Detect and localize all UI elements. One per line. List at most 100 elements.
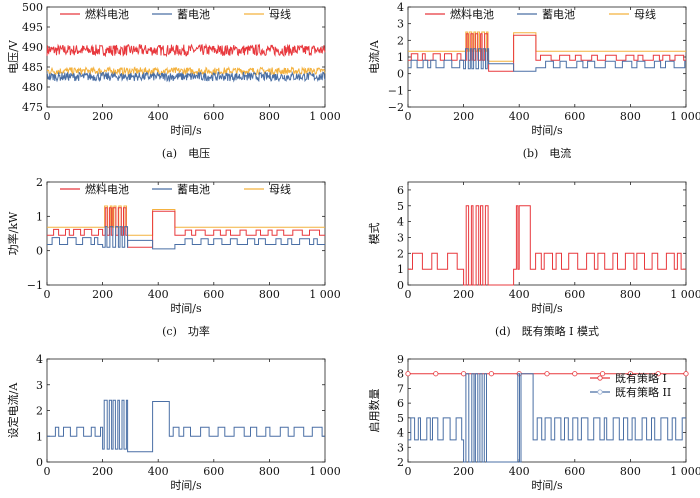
series-marker (405, 371, 411, 377)
y-tick-label: 0 (36, 456, 43, 469)
y-axis-label: 功率/kW (6, 211, 20, 255)
series-marker (544, 371, 550, 377)
x-tick-label: 600 (564, 110, 585, 123)
y-tick-label: 475 (22, 101, 43, 114)
y-tick-label: 2 (397, 34, 404, 47)
series-marker (627, 371, 634, 377)
series-marker (488, 371, 494, 377)
y-tick-label: 3 (397, 231, 404, 244)
x-tick-label: 400 (148, 110, 169, 123)
x-tick-label: 1 000 (309, 465, 341, 478)
y-axis-label: 启用数量 (368, 389, 381, 433)
x-tick-label: 200 (92, 465, 113, 478)
series-line (408, 33, 686, 72)
legend-label: 蓄电池 (542, 8, 575, 21)
panel-caption: (c) 功率 (162, 324, 210, 338)
series-marker (655, 371, 661, 377)
legend-label: 母线 (269, 182, 291, 196)
y-tick-label: 7 (397, 382, 404, 395)
series-line (408, 373, 686, 463)
legend-label: 蓄电池 (177, 183, 210, 196)
y-tick-label: 480 (22, 81, 43, 94)
panel-caption: (b) 电流 (523, 146, 572, 160)
x-axis-label: 时间/s (170, 124, 202, 137)
series-marker (460, 371, 467, 377)
x-tick-label: 600 (203, 110, 224, 123)
x-axis-label: 时间/s (170, 302, 202, 315)
x-tick-label: 0 (405, 288, 412, 301)
y-tick-label: 1 (36, 210, 43, 223)
y-tick-label: 3 (397, 441, 404, 454)
series-line (408, 31, 686, 62)
x-tick-label: 400 (509, 465, 530, 478)
plot-frame (407, 6, 687, 108)
y-tick-label: 0 (397, 279, 404, 292)
plot-frame (407, 181, 687, 286)
x-tick-label: 0 (405, 110, 412, 123)
legend-label: 燃料电池 (85, 182, 129, 196)
x-tick-label: 200 (92, 110, 113, 123)
series-line (47, 207, 325, 248)
legend-label: 既有策略 II (615, 385, 671, 399)
plot-frame (46, 181, 326, 286)
x-axis-label: 时间/s (531, 479, 563, 492)
y-tick-label: 3 (397, 18, 404, 31)
legend-label: 蓄电池 (177, 8, 210, 21)
y-axis-label: 模式 (368, 223, 381, 245)
x-tick-label: 600 (203, 465, 224, 478)
x-tick-label: 1 000 (309, 110, 341, 123)
x-tick-label: 0 (405, 465, 412, 478)
x-tick-label: 1 000 (309, 288, 341, 301)
plot-frame (46, 358, 326, 463)
series-line (46, 65, 326, 77)
legend-label: 母线 (634, 7, 656, 21)
plot-frame (407, 358, 687, 463)
x-tick-label: 800 (259, 110, 280, 123)
plot-frame (46, 6, 326, 108)
y-tick-label: 490 (22, 41, 43, 54)
series-line (408, 205, 686, 286)
y-tick-label: −2 (388, 101, 404, 114)
legend-marker (597, 389, 603, 395)
y-tick-label: 1 (397, 51, 404, 64)
x-tick-label: 400 (509, 110, 530, 123)
series-line (46, 43, 326, 58)
y-tick-label: −1 (388, 84, 404, 97)
y-tick-label: 6 (397, 184, 404, 197)
y-axis-label: 电压/V (7, 39, 20, 74)
x-tick-label: 600 (564, 288, 585, 301)
x-tick-label: 400 (148, 288, 169, 301)
y-tick-label: 4 (397, 427, 404, 440)
x-tick-label: 1 000 (670, 288, 700, 301)
y-tick-label: 2 (397, 247, 404, 260)
y-tick-label: −1 (27, 279, 43, 292)
x-axis-label: 时间/s (531, 124, 563, 137)
series-line (408, 48, 686, 72)
x-tick-label: 800 (620, 465, 641, 478)
x-tick-label: 200 (453, 110, 474, 123)
y-axis-label: 电流/A (367, 39, 381, 74)
y-tick-label: 0 (36, 245, 43, 258)
series-marker (433, 371, 439, 377)
legend-label: 既有策略 I (615, 371, 667, 385)
y-tick-label: 4 (36, 353, 43, 366)
panel-caption: (a) 电压 (162, 147, 210, 160)
y-axis-label: 设定电流/A (6, 382, 20, 439)
x-axis-label: 时间/s (170, 479, 202, 492)
series-line (47, 399, 325, 453)
y-tick-label: 5 (397, 412, 404, 425)
y-tick-label: 1 (397, 263, 404, 276)
y-tick-label: 5 (397, 200, 404, 213)
y-tick-label: 0 (397, 68, 404, 81)
x-tick-label: 200 (92, 288, 113, 301)
x-tick-label: 800 (259, 288, 280, 301)
x-tick-label: 800 (620, 288, 641, 301)
x-tick-label: 600 (203, 288, 224, 301)
y-tick-label: 6 (397, 397, 404, 410)
x-axis-label: 时间/s (531, 302, 563, 315)
